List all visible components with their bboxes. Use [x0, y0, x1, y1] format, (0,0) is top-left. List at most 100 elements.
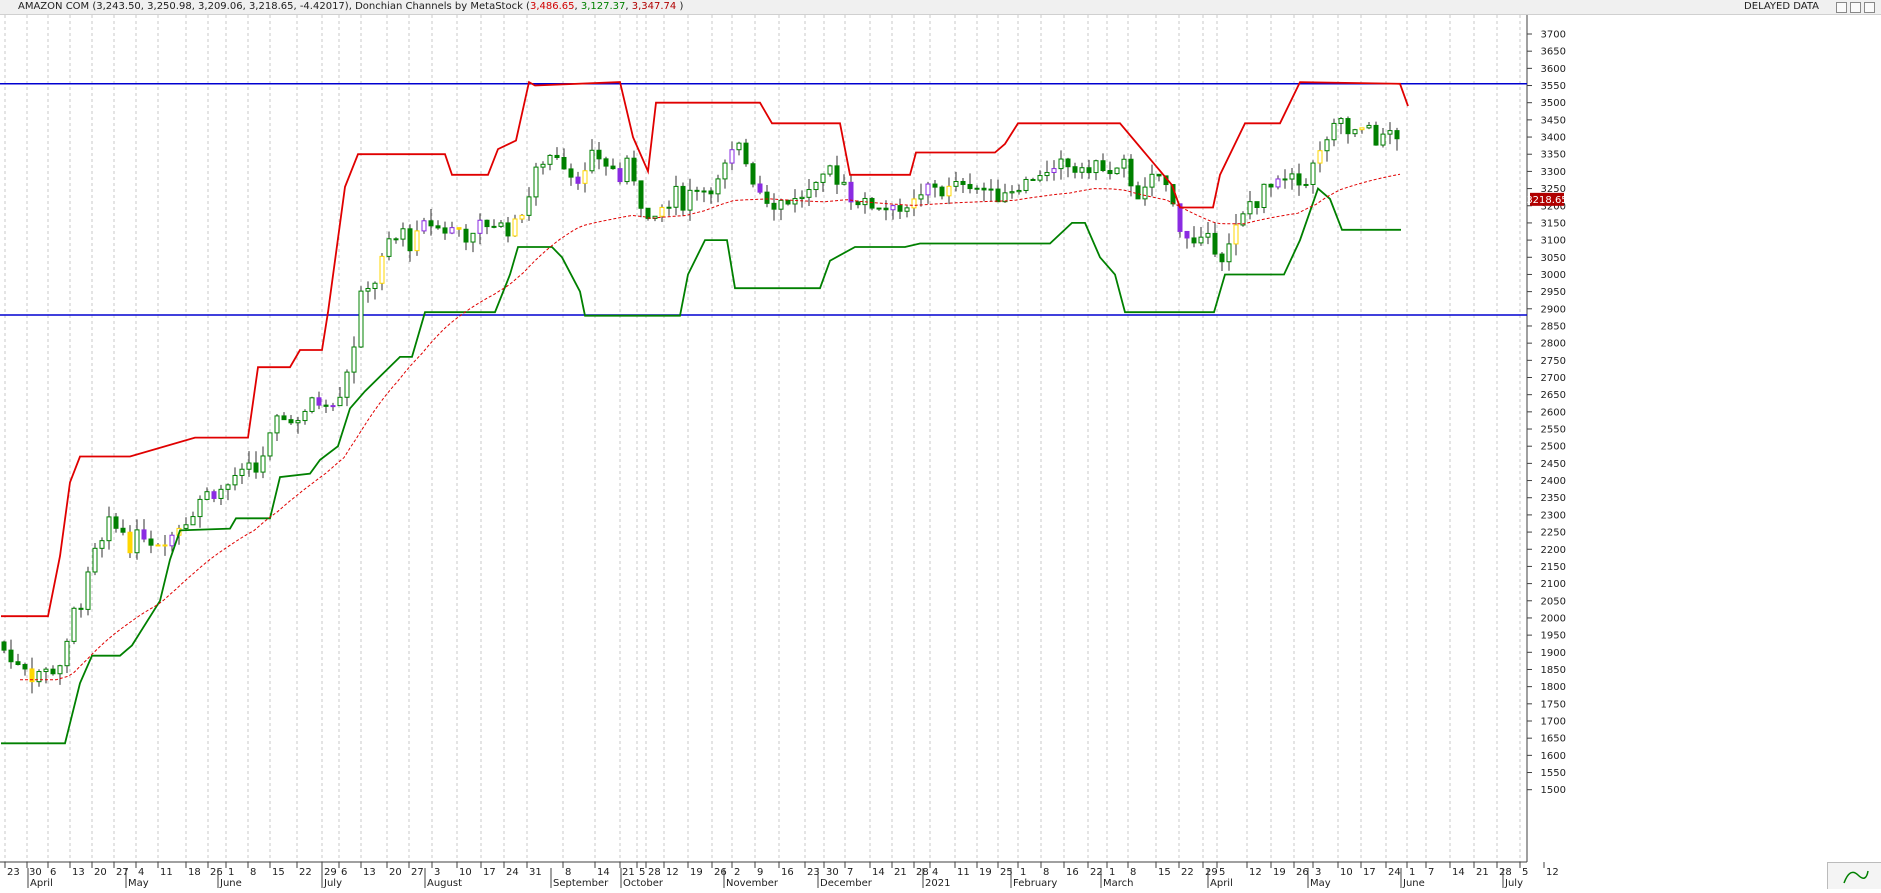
indicator-mid-value: 3,347.74 — [631, 1, 677, 12]
candle-body — [582, 170, 588, 184]
price-tick-label: 2050 — [1541, 596, 1566, 607]
candle-body — [64, 640, 70, 667]
donchian-bands — [1, 80, 1409, 745]
lower-band-line — [1, 187, 1401, 745]
price-tick-label: 2250 — [1541, 528, 1566, 539]
candle-body — [197, 498, 203, 518]
candle-body — [1247, 201, 1253, 215]
candle-body — [988, 188, 994, 191]
candle-body — [722, 162, 728, 180]
restore-button[interactable] — [1836, 2, 1847, 13]
price-tick-label: 3000 — [1541, 270, 1566, 281]
price-tick-label: 3350 — [1541, 150, 1566, 161]
candle-body — [652, 215, 658, 219]
candle-body — [918, 194, 924, 200]
plot-area — [0, 15, 1827, 862]
price-tick-label: 3450 — [1541, 115, 1566, 126]
day-label: 9 — [757, 867, 763, 878]
ohlc-open: 3,243.50, — [96, 1, 148, 12]
candle-body — [141, 529, 147, 540]
candle-body — [1114, 167, 1120, 175]
candle-body — [680, 185, 686, 211]
price-chart[interactable]: 1500 1550 1600 1650 1700 1750 1800 1850 1900 1950… — [0, 15, 1881, 888]
candle-body — [1044, 171, 1050, 177]
day-label: 8 — [250, 867, 256, 878]
candle-body — [1023, 178, 1029, 191]
candle-body — [736, 142, 742, 151]
time-axis: 23 30 6 13 20 27 4 11 18 26 1 8 15 22 29 6 13 20 27 3 10 17 24… — [4, 862, 1559, 888]
candle-body — [659, 206, 665, 217]
candle-body — [449, 227, 455, 234]
price-tick-label: 3500 — [1541, 98, 1566, 109]
day-label: 8 — [1043, 867, 1049, 878]
candle-body — [15, 661, 21, 666]
day-label: 4 — [138, 867, 144, 878]
day-label: 23 — [807, 867, 820, 878]
maximize-button[interactable] — [1850, 2, 1861, 13]
candle-body — [1226, 243, 1232, 263]
candle-body — [106, 516, 112, 542]
candle-body — [148, 538, 154, 546]
day-label: 31 — [529, 867, 542, 878]
price-tick-label: 1800 — [1541, 682, 1566, 693]
month-label: April — [1210, 878, 1233, 888]
close-button[interactable] — [1864, 2, 1875, 13]
candle-body — [260, 455, 266, 473]
month-label: September — [553, 878, 609, 888]
candle-body — [834, 165, 840, 185]
candle-body — [253, 462, 259, 473]
day-label: 24 — [506, 867, 519, 878]
price-tick-label: 2700 — [1541, 373, 1566, 384]
candle-body — [855, 201, 861, 206]
last-price-label: 3218.65 — [1526, 195, 1567, 206]
candle-body — [750, 163, 756, 185]
candle-body — [561, 156, 567, 170]
candle-body — [1240, 213, 1246, 226]
candle-body — [1380, 133, 1386, 146]
day-label: 1 — [1109, 867, 1115, 878]
day-label: 17 — [1363, 867, 1376, 878]
candle-body — [50, 668, 56, 675]
candle-body — [379, 255, 385, 284]
candle-body — [477, 219, 483, 234]
candle-body — [554, 154, 560, 158]
candle-body — [491, 225, 497, 228]
candle-body — [1310, 162, 1316, 185]
day-label: 11 — [160, 867, 173, 878]
upper-band-line — [1, 80, 1409, 618]
day-label: 15 — [272, 867, 285, 878]
price-tick-label: 3050 — [1541, 253, 1566, 264]
day-label: 7 — [847, 867, 853, 878]
indicator-lower-value: 3,127.37 — [580, 1, 626, 12]
price-tick-label: 2000 — [1541, 613, 1566, 624]
candle-body — [225, 484, 231, 490]
day-label: 19 — [1273, 867, 1286, 878]
candle-body — [78, 607, 84, 610]
day-label: 10 — [459, 867, 472, 878]
day-label: 5 — [639, 867, 645, 878]
candle-body — [1338, 118, 1344, 124]
indicator-upper-value: 3,486.65 — [529, 1, 575, 12]
candle-body — [281, 415, 287, 421]
candle-body — [1296, 173, 1302, 186]
candle-body — [568, 168, 574, 178]
day-label: 3 — [434, 867, 440, 878]
candle-body — [1345, 118, 1351, 135]
chart-options-icon[interactable] — [1827, 862, 1881, 889]
candle-body — [463, 228, 469, 243]
candle-body — [1128, 158, 1134, 187]
price-tick-label: 2800 — [1541, 339, 1566, 350]
day-label: 21 — [1476, 867, 1489, 878]
candle-body — [778, 199, 784, 210]
price-tick-label: 2150 — [1541, 562, 1566, 573]
candle-body — [120, 527, 126, 533]
day-label: 7 — [1428, 867, 1434, 878]
day-label: 2 — [734, 867, 740, 878]
chart-title: AMAZON COM (3,243.50, 3,250.98, 3,209.06… — [18, 1, 684, 12]
candle-body — [8, 649, 14, 663]
candle-body — [869, 197, 875, 209]
day-label: 29 — [324, 867, 337, 878]
candle-body — [638, 180, 644, 209]
candle-body — [393, 238, 399, 241]
price-tick-label: 3700 — [1541, 30, 1566, 41]
